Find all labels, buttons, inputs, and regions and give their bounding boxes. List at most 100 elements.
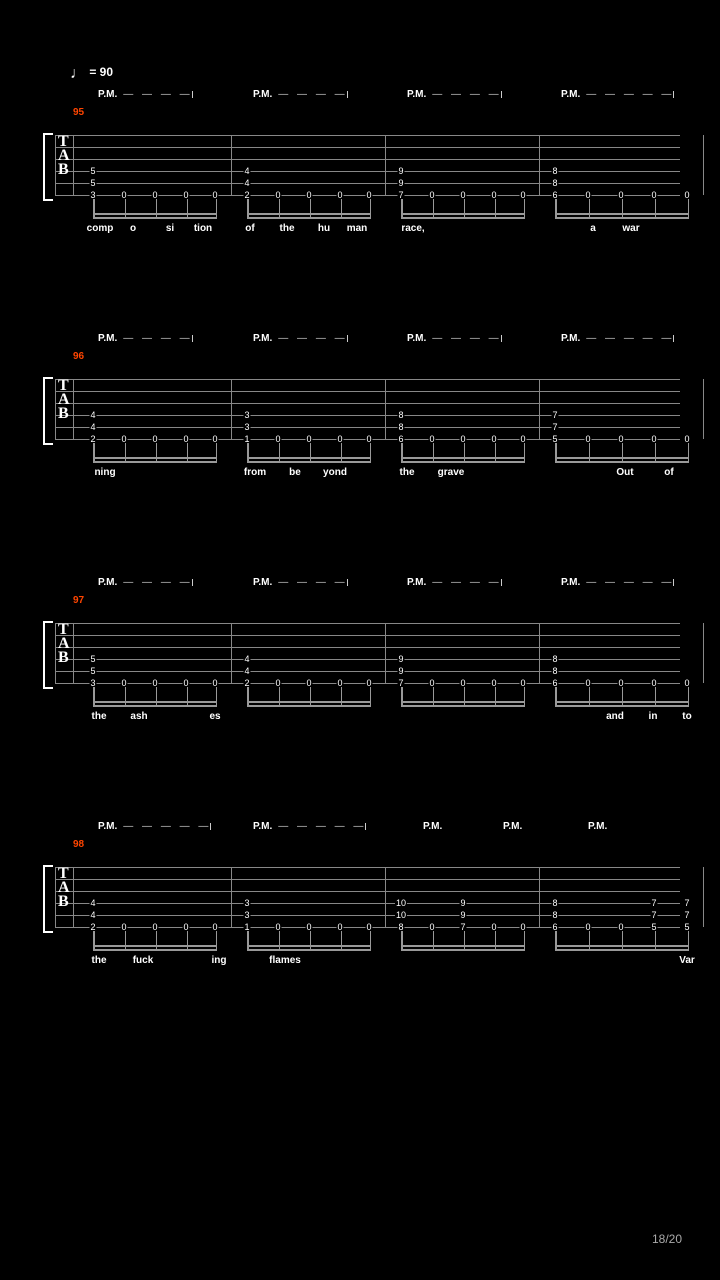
beam-stem — [310, 687, 311, 707]
fret-number: 7 — [650, 911, 657, 920]
lyric-syllable: a — [590, 223, 596, 234]
beam-stem — [370, 687, 371, 707]
barline — [231, 867, 232, 927]
pm-end — [364, 823, 366, 830]
beam-stem — [187, 931, 188, 951]
fret-number: 9 — [397, 179, 404, 188]
beam-stem — [156, 443, 157, 463]
beam-group — [93, 687, 217, 707]
beam-stem — [279, 199, 280, 219]
palm-mute-marking: P.M.— — — — — — [253, 821, 366, 832]
lyric-syllable: ash — [130, 711, 147, 722]
beam-stem — [125, 443, 126, 463]
tab-clef: TAB — [58, 137, 69, 179]
lyric-syllable: to — [682, 711, 691, 722]
string-line — [55, 147, 680, 148]
string-line — [55, 879, 680, 880]
beam-stem — [433, 199, 434, 219]
beam-stem — [279, 443, 280, 463]
beam-stem — [216, 199, 217, 219]
barline — [55, 623, 56, 683]
lyric-syllable: the — [92, 711, 107, 722]
beam-stem — [688, 931, 689, 951]
fret-number: 8 — [397, 423, 404, 432]
tab-clef: TAB — [58, 625, 69, 667]
beam-stem — [187, 687, 188, 707]
beam-stem — [370, 443, 371, 463]
pm-dashes: — — — — — [432, 333, 501, 344]
pm-label: P.M. — [98, 89, 117, 100]
beam-stem — [495, 443, 496, 463]
fret-number: 7 — [683, 911, 690, 920]
string-line — [55, 403, 680, 404]
pm-label: P.M. — [98, 333, 117, 344]
beam-group — [555, 687, 689, 707]
lyric-syllable: Out — [616, 467, 633, 478]
lyric-syllable: grave — [438, 467, 465, 478]
beam-stem — [688, 443, 689, 463]
beam-group — [555, 443, 689, 463]
fret-number: 9 — [459, 911, 466, 920]
page-number: 18/20 — [652, 1232, 682, 1246]
barline — [539, 135, 540, 195]
beam-stem — [495, 931, 496, 951]
pm-dashes: — — — — — — [586, 89, 674, 100]
lyric-syllable: man — [347, 223, 368, 234]
beam-stem — [464, 199, 465, 219]
lyric-syllable: of — [664, 467, 673, 478]
pm-end — [500, 91, 502, 98]
tempo-marking: ♩ = 90 — [70, 65, 690, 83]
string-line — [55, 659, 680, 660]
string-line — [55, 391, 680, 392]
beam-stem — [433, 931, 434, 951]
beam-group — [93, 443, 217, 463]
pm-end — [209, 823, 211, 830]
pm-label: P.M. — [253, 821, 272, 832]
fret-number: 7 — [650, 899, 657, 908]
beam-stem — [464, 931, 465, 951]
pm-dashes: — — — — — [123, 89, 192, 100]
beam-stem — [589, 443, 590, 463]
pm-end — [500, 335, 502, 342]
staff-bracket — [43, 377, 53, 445]
beam-stem — [622, 443, 623, 463]
fret-number: 4 — [89, 411, 96, 420]
measure-block: P.M.— — — —P.M.— — — —P.M.— — — —P.M.— —… — [30, 577, 690, 731]
pm-dashes: — — — — — [123, 333, 192, 344]
fret-number: 5 — [89, 179, 96, 188]
fret-number: 7 — [551, 423, 558, 432]
fret-number: 8 — [551, 179, 558, 188]
beam-group — [555, 199, 689, 219]
pm-label: P.M. — [423, 821, 442, 832]
beam-stem — [341, 931, 342, 951]
beam-stem — [125, 687, 126, 707]
fret-number: 3 — [243, 411, 250, 420]
pm-label: P.M. — [561, 89, 580, 100]
lyric-syllable: ning — [94, 467, 115, 478]
string-line — [55, 135, 680, 136]
barline — [55, 135, 56, 195]
tab-clef: TAB — [58, 381, 69, 423]
beam-stem — [524, 443, 525, 463]
tab-staff: TAB4420000331000088600007750000 — [55, 351, 680, 411]
pm-dashes: — — — — — [432, 89, 501, 100]
barline — [73, 135, 74, 195]
pm-label: P.M. — [98, 577, 117, 588]
beam-stem — [94, 687, 95, 707]
beam-stem — [402, 931, 403, 951]
tempo-value: = 90 — [89, 65, 113, 79]
beam-stem — [248, 687, 249, 707]
beam-stem — [370, 931, 371, 951]
lyric-syllable: comp — [87, 223, 114, 234]
beam-stem — [94, 199, 95, 219]
beam-stem — [622, 687, 623, 707]
beam-group — [401, 443, 525, 463]
string-line — [55, 623, 680, 624]
palm-mute-marking: P.M.— — — — — — [561, 333, 674, 344]
lyric-syllable: es — [209, 711, 220, 722]
pm-dashes: — — — — — [278, 577, 347, 588]
barline — [55, 379, 56, 439]
beam-stem — [156, 931, 157, 951]
beam-stem — [310, 199, 311, 219]
beam-stem — [310, 443, 311, 463]
